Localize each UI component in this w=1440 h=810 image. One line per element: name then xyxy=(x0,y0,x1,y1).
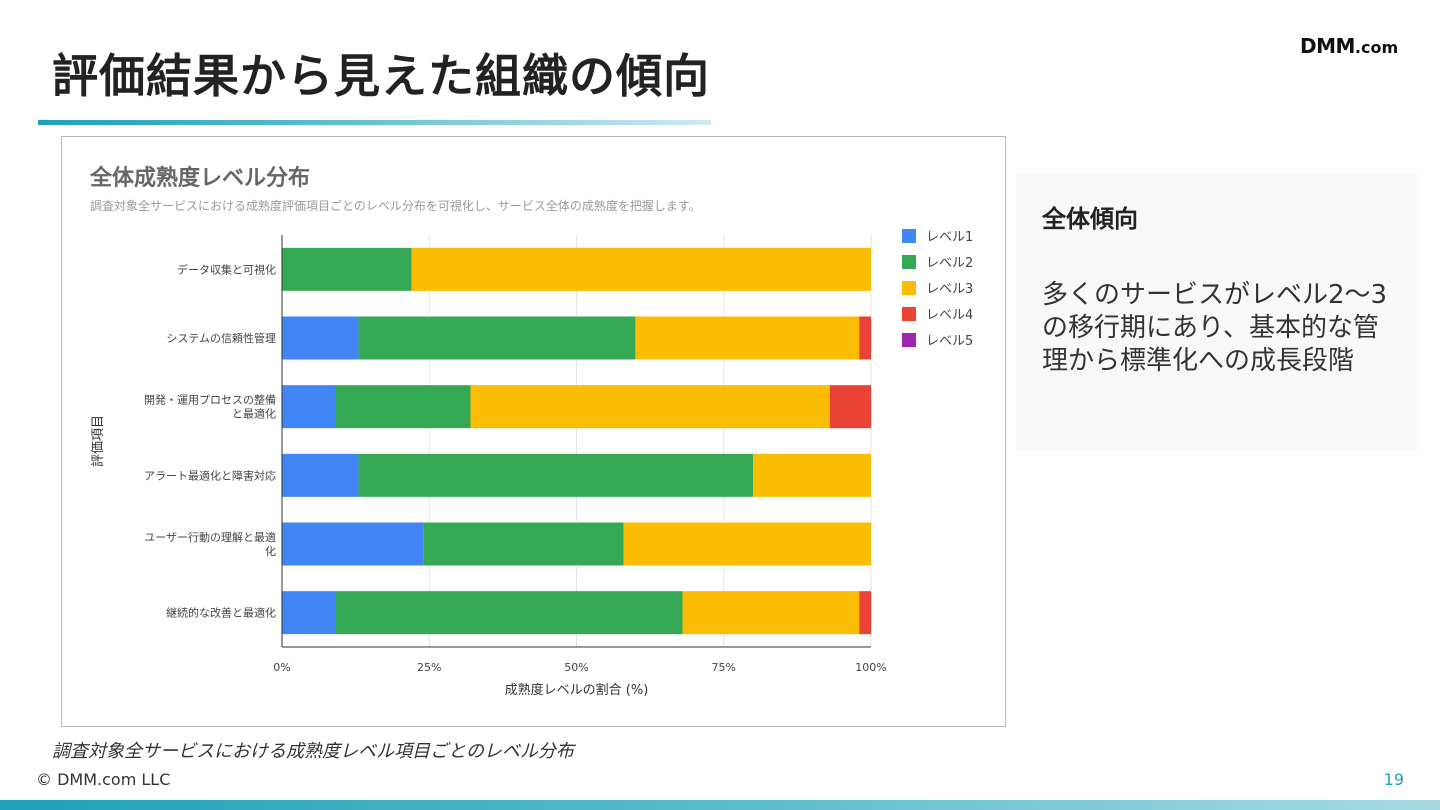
panel-heading: 全体傾向 xyxy=(1042,205,1138,233)
legend-swatch xyxy=(902,255,916,269)
summary-panel: 全体傾向 多くのサービスがレベル2〜3の移行期にあり、基本的な管理から標準化への… xyxy=(1016,173,1417,451)
bar-segment xyxy=(411,247,871,291)
bar-segment xyxy=(623,522,871,566)
copyright: © DMM.com LLC xyxy=(36,770,171,789)
legend-swatch xyxy=(902,229,916,243)
chart-frame: 全体成熟度レベル分布 調査対象全サービスにおける成熟度評価項目ごとのレベル分布を… xyxy=(61,136,1006,727)
category-label: と最適化 xyxy=(232,407,276,421)
category-label: 開発・運用プロセスの整備 xyxy=(144,393,276,407)
category-label: システムの信頼性管理 xyxy=(166,331,276,345)
bar-segment xyxy=(282,453,359,497)
title-underline xyxy=(38,120,711,125)
dmm-logo: DMM.com xyxy=(1300,34,1398,58)
logo-main: DMM xyxy=(1300,34,1355,58)
chart-subtitle: 調査対象全サービスにおける成熟度評価項目ごとのレベル分布を可視化し、サービス全体… xyxy=(90,198,701,213)
category-label: 継続的な改善と最適化 xyxy=(166,606,276,620)
category-label: ユーザー行動の理解と最適 xyxy=(144,530,276,544)
legend-swatch xyxy=(902,281,916,295)
bar-segment xyxy=(423,522,624,566)
stacked-bar-chart: 全体成熟度レベル分布 調査対象全サービスにおける成熟度評価項目ごとのレベル分布を… xyxy=(89,165,973,698)
bar-segment xyxy=(358,453,754,497)
bar-segment xyxy=(470,385,830,429)
x-tick-label: 50% xyxy=(564,661,588,674)
legend-label: レベル1 xyxy=(926,230,973,245)
bar-segment xyxy=(282,385,336,429)
logo-suffix: .com xyxy=(1354,38,1399,57)
x-tick-label: 75% xyxy=(712,661,736,674)
legend-label: レベル3 xyxy=(926,282,973,297)
x-tick-label: 25% xyxy=(417,661,441,674)
bar-segment xyxy=(635,316,860,360)
legend-swatch xyxy=(902,333,916,347)
panel-body: 多くのサービスがレベル2〜3の移行期にあり、基本的な管理から標準化への成長段階 xyxy=(1042,280,1388,376)
footer-bar xyxy=(0,800,1440,810)
legend-label: レベル5 xyxy=(926,334,973,349)
bar-segment xyxy=(282,316,359,360)
y-axis-title: 評価項目 xyxy=(91,415,106,467)
bar-segment xyxy=(682,591,860,635)
bar-segment xyxy=(753,453,871,497)
slide-title: 評価結果から見えた組織の傾向 xyxy=(52,49,710,103)
bar-segment xyxy=(282,247,412,291)
x-tick-label: 0% xyxy=(273,661,290,674)
bar-segment xyxy=(859,591,871,635)
bar-segment xyxy=(282,591,336,635)
page-number: 19 xyxy=(1383,770,1404,789)
category-label: アラート最適化と障害対応 xyxy=(144,468,276,482)
legend-label: レベル4 xyxy=(926,308,973,323)
chart-title: 全体成熟度レベル分布 xyxy=(89,165,310,191)
category-label: データ収集と可視化 xyxy=(177,262,276,276)
legend-label: レベル2 xyxy=(926,256,973,271)
x-tick-label: 100% xyxy=(855,661,886,674)
bar-segment xyxy=(282,522,424,566)
category-label: 化 xyxy=(265,544,276,558)
bar-segment xyxy=(358,316,636,360)
bar-segment xyxy=(335,591,683,635)
x-axis-title: 成熟度レベルの割合 (%) xyxy=(505,682,649,698)
legend-swatch xyxy=(902,307,916,321)
bar-segment xyxy=(335,385,471,429)
bar-segment xyxy=(829,385,871,429)
figure-caption: 調査対象全サービスにおける成熟度レベル項目ごとのレベル分布 xyxy=(52,741,574,762)
bar-segment xyxy=(859,316,871,360)
